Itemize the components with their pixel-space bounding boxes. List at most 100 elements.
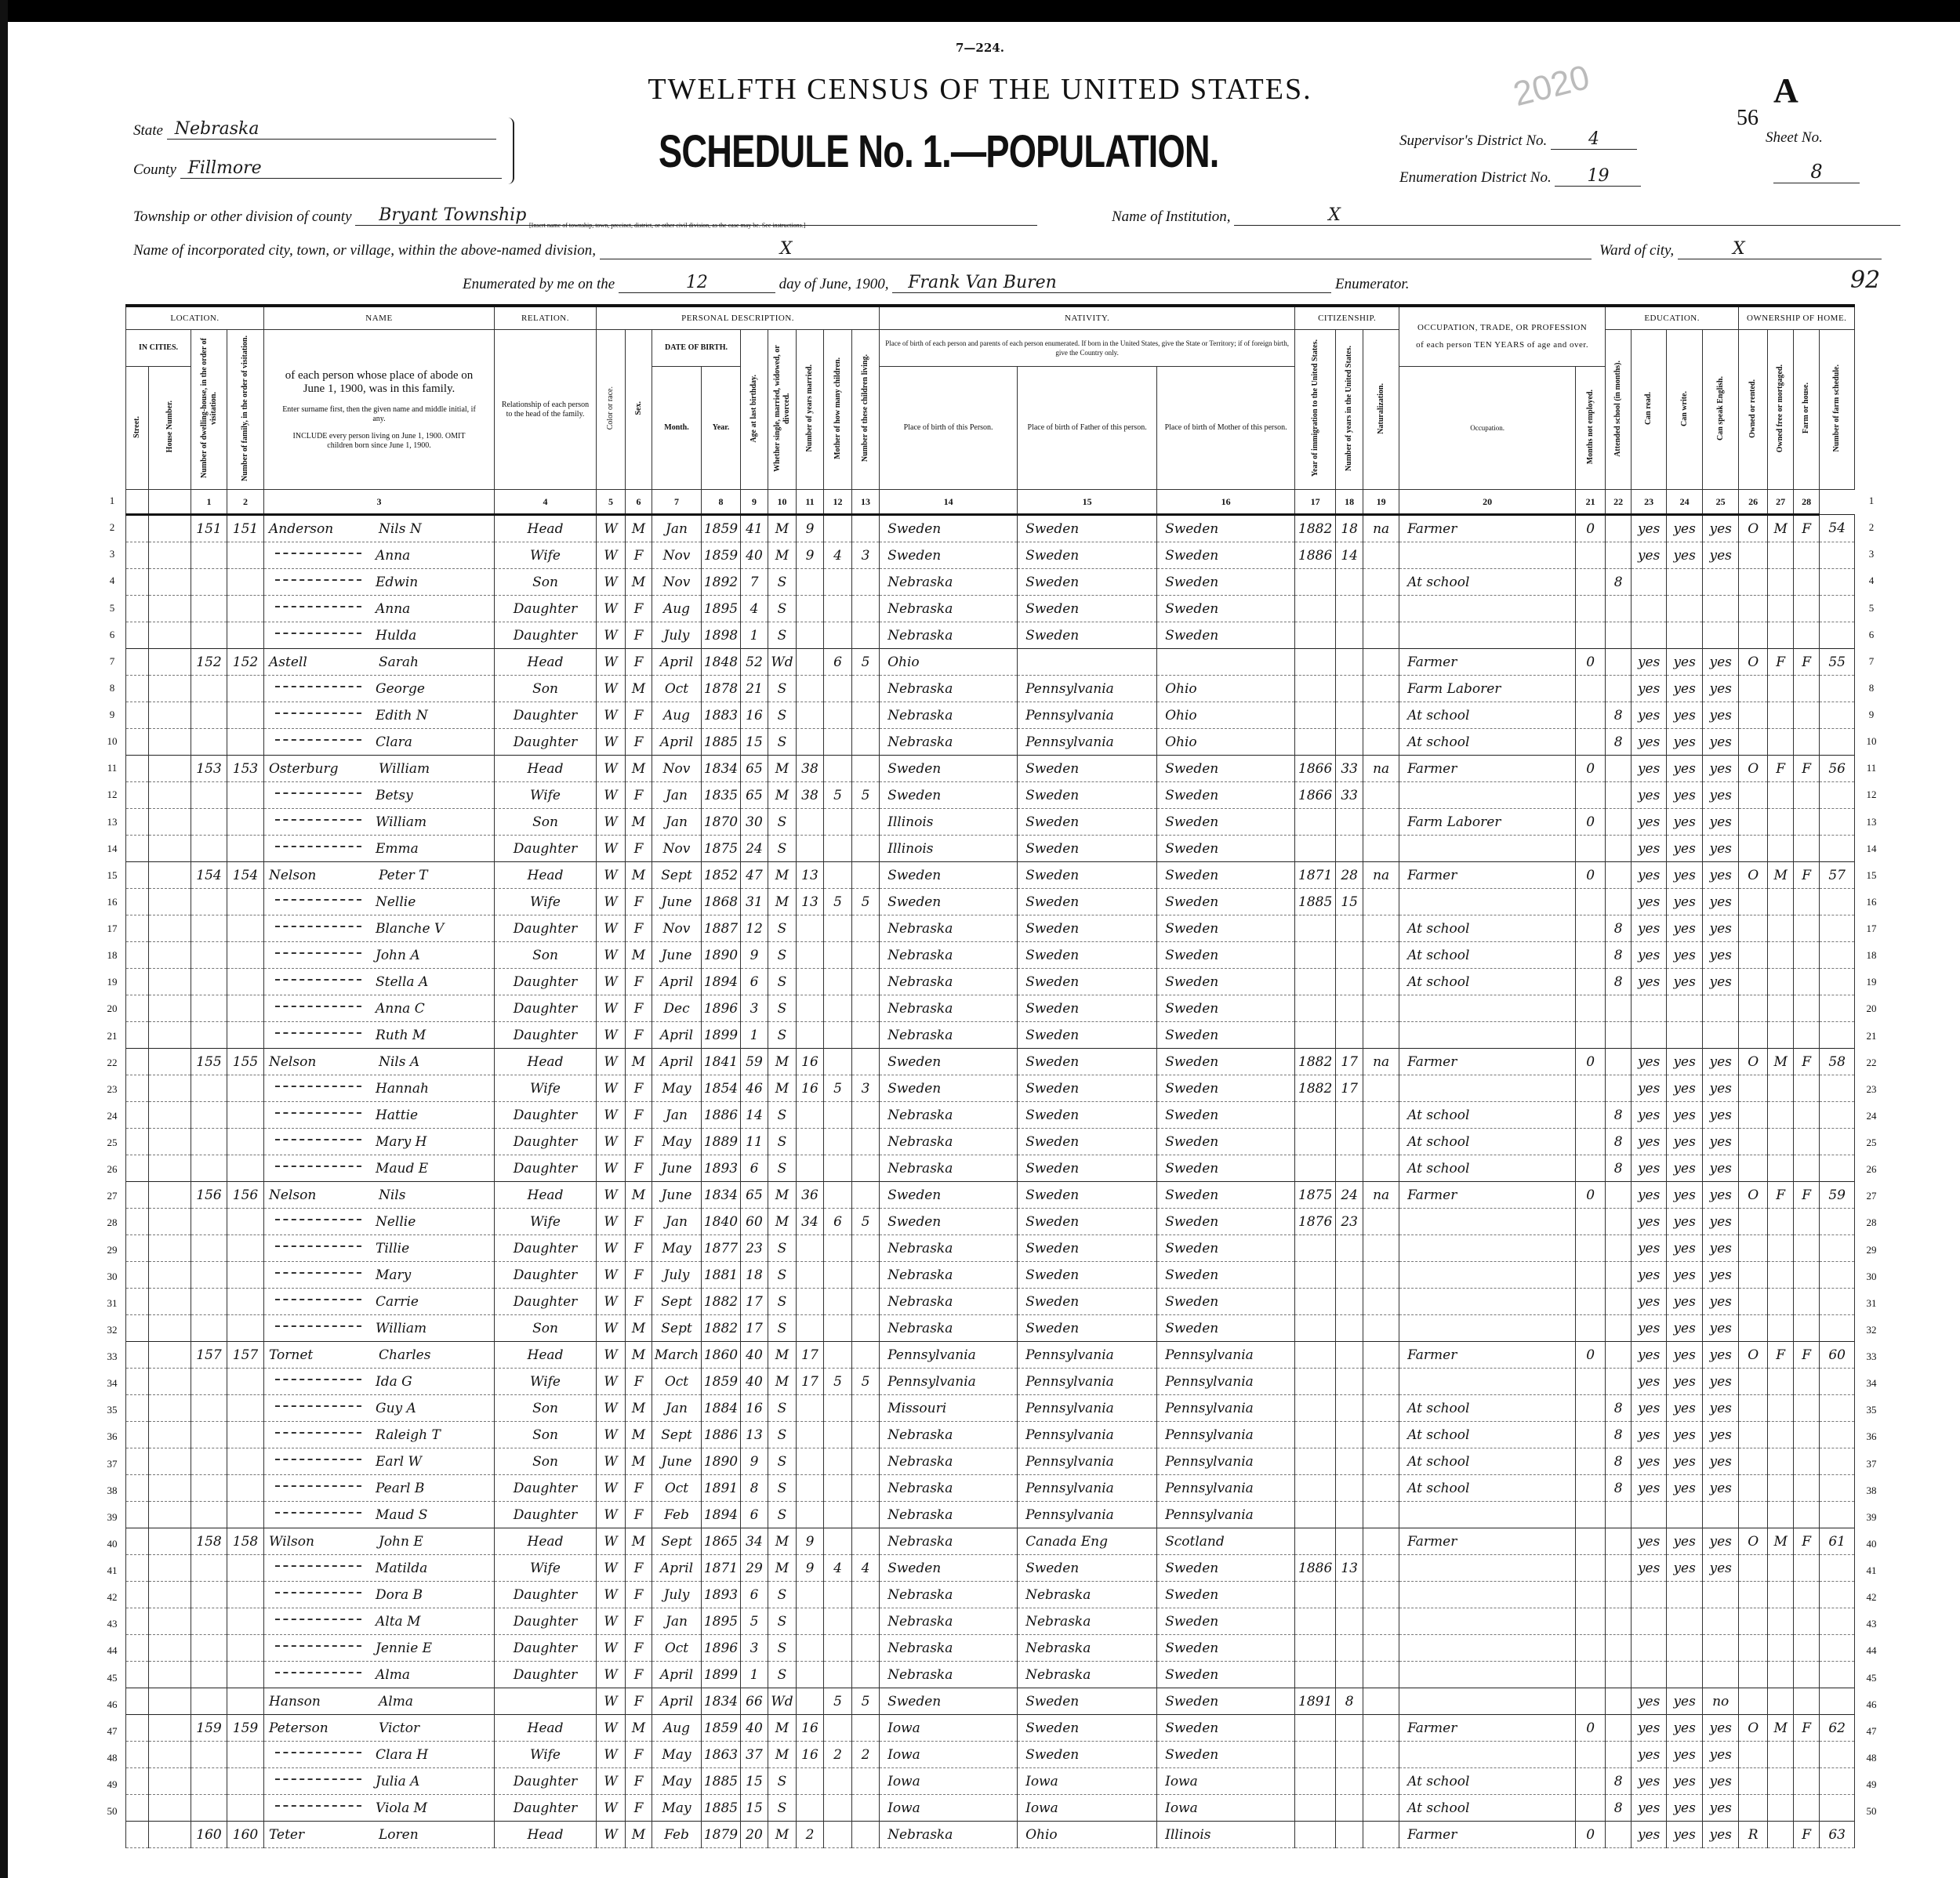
- ditto-dash: [275, 1166, 361, 1167]
- cell-birthplace: Illinois: [879, 835, 1018, 862]
- cell-can-write: yes: [1666, 542, 1704, 569]
- cell-birthplace: Iowa: [879, 1714, 1018, 1742]
- cell-immigration-year: [1294, 675, 1337, 702]
- cell-speaks-english: [1702, 1021, 1740, 1049]
- cell-months-unemployed: [1575, 728, 1606, 756]
- cell-month: Nov: [652, 835, 702, 862]
- cell-naturalization: na: [1363, 514, 1400, 542]
- cell-school-months: [1605, 1741, 1632, 1768]
- line-number: 50: [1866, 1805, 1877, 1818]
- cell-children-living: 5: [851, 1208, 880, 1235]
- cell-occupation: [1399, 622, 1577, 649]
- cell-children-living: [851, 1528, 880, 1555]
- cell-owned-rented: O: [1738, 648, 1769, 676]
- cell-naturalization: [1363, 1234, 1400, 1262]
- cell-immigration-year: [1294, 1261, 1337, 1289]
- cell-farm-house: [1793, 1741, 1820, 1768]
- cell-father-birthplace: Sweden: [1017, 781, 1158, 809]
- cell-can-write: yes: [1666, 1394, 1704, 1422]
- cell-can-write: [1666, 595, 1704, 622]
- header-nativity: NATIVITY.: [879, 305, 1296, 330]
- cell-years-in-us: [1335, 1741, 1364, 1768]
- cell-year: 1896: [701, 1634, 741, 1662]
- header-marital: Whether single, married, widowed, or div…: [768, 329, 797, 490]
- table-row: Anna C Daughter W F Dec 1896 3 S Nebraska Sweden S…: [125, 995, 1856, 1022]
- cell-year: 1860: [701, 1341, 741, 1369]
- cell-marital: M: [768, 755, 797, 782]
- cell-years-in-us: 33: [1335, 781, 1364, 809]
- cell-name: Osterburg William: [263, 755, 495, 782]
- cell-marital: S: [768, 1767, 797, 1795]
- cell-dwelling: [191, 675, 227, 702]
- cell-father-birthplace: Sweden: [1017, 622, 1158, 649]
- cell-dwelling: [191, 1767, 227, 1795]
- cell-school-months: [1605, 1075, 1632, 1102]
- cell-street: [125, 1155, 149, 1182]
- cell-year: 1890: [701, 941, 741, 969]
- cell-mother-birthplace: Sweden: [1156, 808, 1296, 836]
- cell-mother-of: [823, 514, 852, 542]
- cell-can-write: yes: [1666, 781, 1704, 809]
- table-row: George Son W M Oct 1878 21 S Nebraska Pennsylvani…: [125, 675, 1856, 702]
- table-row: Blanche V Daughter W F Nov 1887 12 S Nebraska Swe…: [125, 915, 1856, 942]
- cell-family: 152: [227, 648, 264, 676]
- cell-can-read: yes: [1631, 1128, 1668, 1155]
- ditto-dash: [275, 1565, 361, 1567]
- cell-naturalization: [1363, 1155, 1400, 1182]
- cell-age: 40: [740, 1368, 768, 1395]
- cell-name: Edith N: [263, 702, 495, 729]
- cell-years-in-us: 33: [1335, 755, 1364, 782]
- enumeration-day: 12: [618, 273, 775, 293]
- cell-race: W: [596, 941, 626, 969]
- cell-relation: Head: [494, 755, 597, 782]
- cell-years-in-us: [1335, 675, 1364, 702]
- cell-street: [125, 941, 149, 969]
- cell-dwelling: [191, 1501, 227, 1528]
- line-number: 19: [1866, 976, 1877, 988]
- cell-mother-birthplace: Sweden: [1156, 995, 1296, 1022]
- cell-can-read: [1631, 1581, 1668, 1608]
- cell-owned-rented: [1738, 1101, 1769, 1129]
- cell-dwelling: [191, 1608, 227, 1635]
- cell-name: Carrie: [263, 1288, 495, 1315]
- cell-school-months: [1605, 1528, 1632, 1555]
- cell-mother-of: 5: [823, 1688, 852, 1715]
- cell-father-birthplace: Sweden: [1017, 755, 1158, 782]
- cell-year: 1886: [701, 1421, 741, 1448]
- cell-street: [125, 1314, 149, 1342]
- cell-year: 1885: [701, 1767, 741, 1795]
- cell-immigration-year: 1866: [1294, 781, 1337, 809]
- cell-month: May: [652, 1234, 702, 1262]
- cell-children-living: [851, 622, 880, 649]
- cell-sex: F: [625, 1368, 652, 1395]
- cell-free-mortgaged: [1767, 568, 1795, 596]
- cell-birthplace: Sweden: [879, 1554, 1018, 1582]
- cell-birthplace: Nebraska: [879, 968, 1018, 995]
- cell-marital: S: [768, 1234, 797, 1262]
- cell-street: [125, 1021, 149, 1049]
- cell-age: 8: [740, 1474, 768, 1502]
- cell-dwelling: [191, 1101, 227, 1129]
- cell-sex: M: [625, 1821, 652, 1848]
- cell-occupation: [1399, 1234, 1577, 1262]
- cell-children-living: [851, 675, 880, 702]
- cell-year: 1893: [701, 1155, 741, 1182]
- cell-house-number: [148, 915, 191, 942]
- cell-mother-birthplace: Sweden: [1156, 1288, 1296, 1315]
- line-numbers-left: 1 2 3 4 5 6 7 8 9 10 11 12 13 14 15 16 17 18 19 20 21 22 23 24 2…: [100, 488, 124, 1825]
- line-number: 21: [1866, 1029, 1877, 1042]
- cell-immigration-year: [1294, 835, 1337, 862]
- cell-naturalization: [1363, 1501, 1400, 1528]
- cell-birthplace: Iowa: [879, 1794, 1018, 1822]
- cell-years-married: 34: [796, 1208, 824, 1235]
- cell-marital: S: [768, 1021, 797, 1049]
- cell-can-write: yes: [1666, 1208, 1704, 1235]
- cell-free-mortgaged: [1767, 1075, 1795, 1102]
- cell-mother-of: [823, 808, 852, 836]
- cell-sex: F: [625, 1288, 652, 1315]
- cell-farm-schedule: [1819, 995, 1856, 1022]
- given-name: William: [376, 814, 427, 830]
- ditto-dash: [275, 1006, 361, 1007]
- cell-father-birthplace: Sweden: [1017, 1554, 1158, 1582]
- cell-marital: S: [768, 1421, 797, 1448]
